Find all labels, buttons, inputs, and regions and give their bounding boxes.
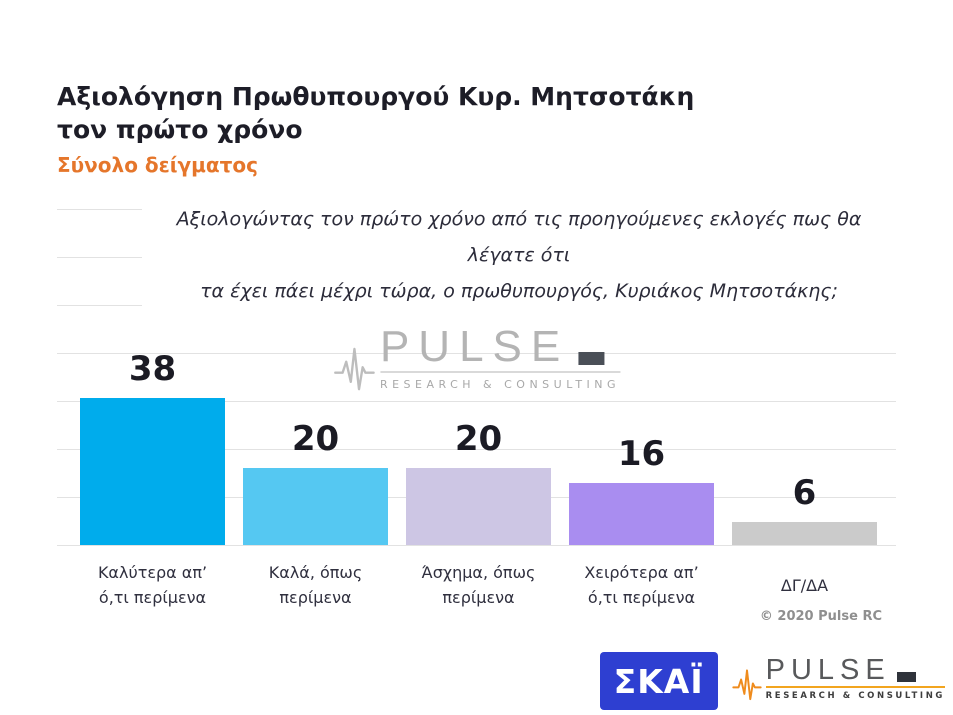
bar-value-label: 20 (454, 419, 503, 459)
copyright-text: © 2020 Pulse RC (759, 609, 882, 624)
bar-column-2: 20 (243, 419, 388, 545)
bar-column-3: 20 (406, 419, 551, 545)
bar-value-label: 6 (792, 473, 817, 513)
bar-value-label: 16 (617, 434, 666, 474)
chart-question-line2: τα έχει πάει μέχρι τώρα, ο πρωθυπουργός,… (200, 280, 838, 303)
page-title: Αξιολόγηση Πρωθυπουργού Κυρ. Μητσοτάκη τ… (57, 80, 694, 146)
pulse-badge (578, 351, 605, 365)
pulse-logo: PULSE RESEARCH & CONSULTING (731, 653, 945, 705)
bar-column-5: 6 (732, 473, 877, 545)
bar-value-label: 20 (291, 419, 340, 459)
pulse-badge (896, 672, 916, 683)
pulse-tagline-text: RESEARCH & CONSULTING (379, 377, 621, 391)
bar-value-label: 38 (128, 349, 177, 389)
bar-better-than-expected (80, 398, 225, 545)
bar-category-label-4: Χειρότερα απ’ ό,τι περίμενα (584, 563, 699, 607)
chart-question-line1: Αξιολογώντας τον πρώτο χρόνο από τις προ… (176, 208, 862, 267)
bar-category-label-3: Άσχημα, όπως περίμενα (421, 563, 536, 607)
bar-column-1: 38 (80, 349, 225, 545)
chart-question: Αξιολογώντας τον πρώτο χρόνο από τις προ… (142, 201, 896, 310)
category-labels-row: Καλύτερα απ’ ό,τι περίμενα Καλά, όπως πε… (80, 560, 877, 612)
bar-column-4: 16 (569, 434, 714, 545)
bar-worse-than-expected (569, 483, 714, 545)
bar-chart: Αξιολογώντας τον πρώτο χρόνο από τις προ… (57, 201, 896, 607)
pulse-waveform-icon (731, 669, 762, 701)
page-title-line1: Αξιολόγηση Πρωθυπουργού Κυρ. Μητσοτάκη (57, 82, 695, 111)
bar-category-label-5: ΔΓ/ΔΑ (780, 575, 829, 595)
pulse-watermark-text: PULSE RESEARCH & CONSULTING (379, 322, 621, 391)
pulse-brand-text: PULSE (379, 322, 570, 371)
bar-category-label-1: Καλύτερα απ’ ό,τι περίμενα (97, 563, 208, 607)
bars-row: 38 20 20 16 6 (80, 349, 877, 545)
footer-logos: ΣΚΑΪ PULSE RESEARCH & CONSULTING (599, 652, 945, 710)
page-title-line2: τον πρώτο χρόνο (57, 115, 303, 144)
pulse-tagline-text: RESEARCH & CONSULTING (765, 691, 945, 702)
bar-good-as-expected (243, 468, 388, 545)
skai-logo: ΣΚΑΪ (599, 652, 718, 710)
pulse-waveform-icon (333, 347, 375, 390)
bar-dont-know (732, 522, 877, 545)
page-subtitle: Σύνολο δείγματος (57, 153, 258, 177)
bar-category-label-2: Καλά, όπως περίμενα (268, 563, 363, 607)
bar-bad-as-expected (406, 468, 551, 545)
pulse-brand-text: PULSE (765, 653, 891, 686)
pulse-watermark: PULSE RESEARCH & CONSULTING (333, 322, 621, 391)
